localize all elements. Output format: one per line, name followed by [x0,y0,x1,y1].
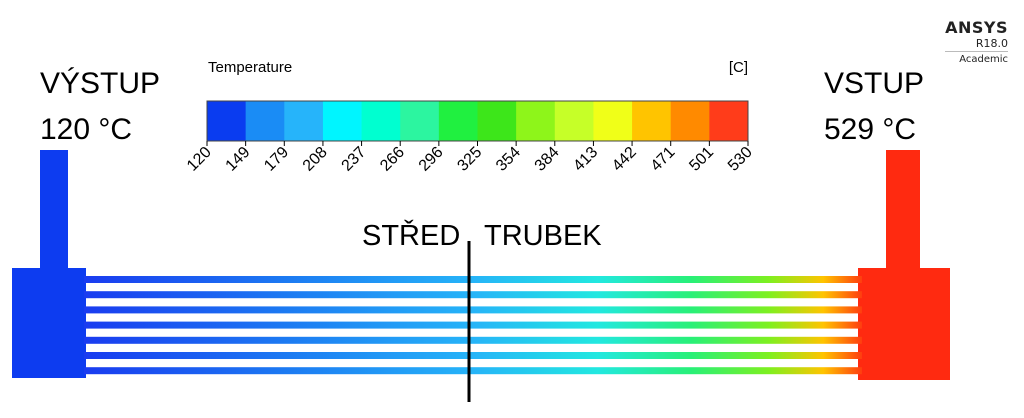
legend-tick-label: 501 [686,144,717,175]
ansys-logo: ANSYS R18.0 Academic [945,18,1008,67]
colorbar-swatch [322,101,363,141]
colorbar-swatch [593,101,633,141]
tube [84,291,862,299]
legend-colorbar [206,100,749,142]
tube [84,336,862,344]
center-label-left: STŘED [362,220,461,252]
ansys-version: R18.0 [975,37,1008,50]
legend-tick-label: 384 [532,144,563,175]
legend-tick-label: 530 [725,144,756,175]
inlet-pipe [886,150,920,270]
legend-tick-label: 179 [261,144,292,175]
inlet-temp-label: 529 °C [824,113,917,146]
tube [84,276,862,283]
colorbar-swatch [670,101,710,141]
tube [84,321,862,329]
legend-tick-label: 237 [338,144,369,175]
tube-bundle [84,276,862,375]
tube [84,367,862,375]
legend-tick-label: 471 [648,144,679,175]
ansys-edition: Academic [945,51,1008,67]
colorbar-swatch [207,101,247,141]
colorbar-swatch [245,101,285,141]
colorbar-swatch [438,101,478,141]
colorbar-swatch [284,101,324,141]
inlet-header [858,268,950,380]
legend-ticks: 120 149 179 208 237 266 296 325 354 384 413 442 471 5… [184,141,756,175]
legend-tick-label: 208 [300,144,331,175]
legend-tick-label: 442 [609,144,640,175]
ansys-brand: ANSYS [945,18,1008,37]
tube [84,306,862,314]
legend-title: Temperature [208,59,293,76]
legend-tick-label: 413 [570,144,601,175]
colorbar-swatch [554,101,594,141]
outlet-temp-label: 120 °C [40,113,133,146]
legend-tick-label: 149 [223,144,254,175]
legend-tick-label: 296 [416,144,447,175]
inlet-name-label: VSTUP [824,67,925,100]
outlet-pipe [40,150,68,270]
colorbar-swatch [516,101,556,141]
colorbar-swatch [477,101,517,141]
center-label-right: TRUBEK [484,220,602,252]
tube [84,352,862,359]
colorbar-swatch [709,101,749,141]
colorbar-swatch [632,101,672,141]
legend-tick-label: 120 [184,144,215,175]
legend-tick-label: 325 [454,144,485,175]
outlet-name-label: VÝSTUP [40,67,161,100]
legend-tick-label: 266 [377,144,408,175]
colorbar-swatch [361,101,401,141]
legend-unit: [C] [728,59,748,76]
legend-tick-label: 354 [493,144,524,175]
outlet-header [12,268,86,378]
colorbar-swatch [400,101,440,141]
